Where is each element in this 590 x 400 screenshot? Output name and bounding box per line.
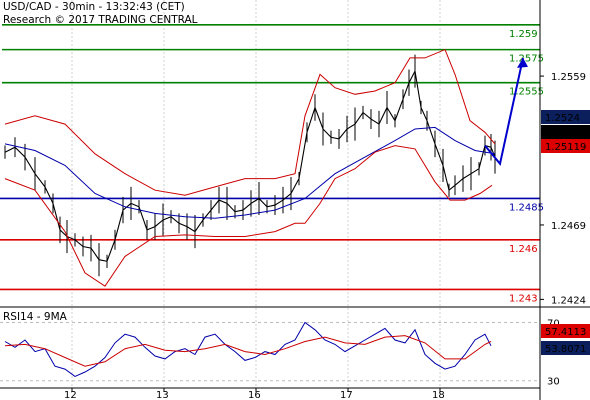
rsi-value-tag-label: 53.8071	[545, 344, 586, 355]
level-label: 1.246	[509, 244, 538, 255]
rsi-value-tag	[541, 341, 590, 355]
forecast-arrowhead	[517, 57, 528, 68]
rsi-series-line	[4, 335, 492, 367]
x-tick-label: 17	[340, 390, 353, 400]
price-tag-label: 1.25119	[545, 142, 586, 153]
price-tag-label: 1.25204	[545, 128, 586, 139]
rsi-value-tag	[541, 324, 590, 338]
rsi-value-tag-label: 57.4113	[545, 327, 586, 338]
level-label: 1.259	[509, 29, 538, 40]
y-tick-label: 1.2424	[551, 295, 586, 306]
series-line	[4, 48, 496, 196]
y-tick-label: 1.2559	[551, 72, 586, 83]
level-label: 1.2485	[509, 202, 544, 213]
x-tick-label: 13	[156, 390, 169, 400]
level-label: 1.2575	[509, 54, 544, 65]
rsi-series-line	[4, 321, 492, 377]
y-tick-label: 1.2469	[551, 221, 586, 232]
price-tag	[541, 110, 590, 124]
x-tick-label: 12	[64, 390, 77, 400]
x-tick-label: 16	[248, 390, 261, 400]
level-label: 1.243	[509, 293, 538, 304]
price-tag-label: 1.2524	[545, 113, 580, 124]
price-tag	[541, 139, 590, 153]
price-tag	[541, 125, 590, 139]
chart-title: USD/CAD - 30min - 13:32:43 (CET)	[3, 1, 185, 13]
price-levels: 1.259 1.2575 1.2555 1.2485 1.246 1.243	[0, 24, 544, 304]
grid	[0, 0, 540, 388]
x-tick-label: 18	[432, 390, 445, 400]
rsi-y-tick-label: 30	[547, 377, 560, 388]
series-layer	[4, 48, 528, 377]
series-line	[4, 145, 493, 287]
series-line	[484, 57, 524, 167]
chart-subtitle: Research © 2017 TRADING CENTRAL	[3, 14, 198, 26]
series-line	[4, 126, 496, 219]
level-label: 1.2555	[509, 87, 544, 98]
series-line	[4, 69, 496, 262]
rsi-title: RSI14 - 9MA	[3, 311, 67, 323]
